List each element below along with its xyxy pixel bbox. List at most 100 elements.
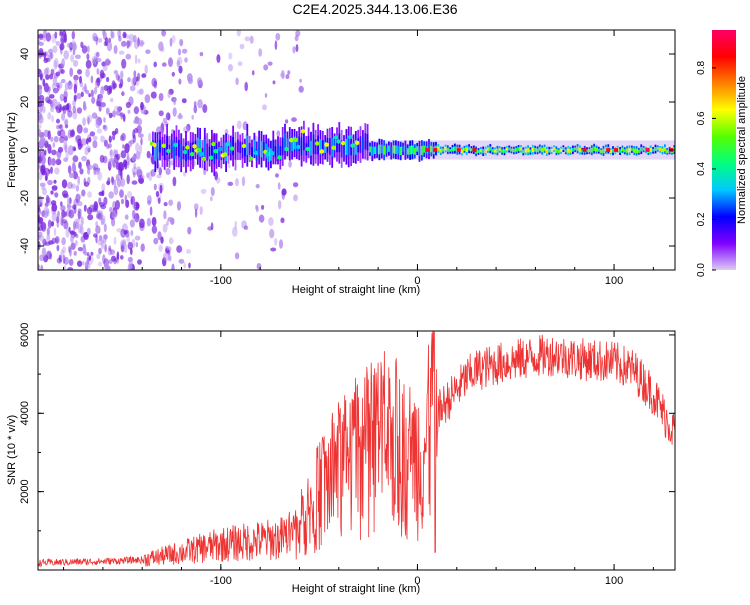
tone-core [501,149,503,153]
noise-cell [54,236,60,244]
noise-cell [129,85,136,92]
tone-blob [331,145,336,150]
noise-cell [71,30,76,40]
noise-cell [104,58,111,67]
noise-cell [146,172,150,179]
noise-cell [105,107,110,115]
noise-cell [54,167,60,175]
noise-cell [76,107,83,114]
noise-cell [38,88,43,96]
tone-core [628,148,631,153]
noise-cell [77,69,82,75]
noise-cell [47,144,52,154]
noise-cell [86,207,93,215]
noise-cell [126,174,130,185]
snr-plot-area [38,331,675,568]
noise-cell [50,190,54,195]
tone-core [199,139,201,157]
noise-cell [176,60,180,68]
noise-cell [98,105,102,112]
noise-cell [71,42,77,52]
noise-cell [210,187,215,197]
tone-core [409,145,411,155]
noise-cell [137,259,142,265]
snr-y-label: SNR (10 * v/v) [6,415,18,485]
noise-cell [64,124,69,129]
tone-core [262,142,265,154]
tone-core [541,147,544,153]
tone-core [312,134,315,154]
noise-cell [202,104,208,113]
tone-core [562,147,565,151]
noise-cell [288,160,292,168]
tone-core [590,148,593,153]
noise-cell [153,237,159,245]
tone-core [187,148,190,160]
tone-core [288,136,291,152]
noise-cell [77,260,83,267]
noise-cell [115,110,122,116]
noise-cell [163,202,168,207]
noise-cell [228,52,233,60]
noise-cell [81,189,86,197]
noise-cell [67,145,74,156]
noise-cell [51,158,56,166]
noise-cell [48,157,53,166]
noise-cell [120,70,124,79]
tone-core [600,150,603,153]
tone-blob [277,155,282,160]
noise-cell [88,255,92,261]
noise-cell [125,53,132,60]
noise-cell [236,120,242,130]
tone-core [307,135,310,150]
tone-core [508,147,511,151]
noise-cell [186,249,191,254]
noise-cell [113,45,118,54]
noise-cell [186,73,193,82]
tone-core [503,149,506,153]
noise-cell [112,200,116,211]
tone-core [437,146,440,151]
noise-cell [120,112,124,120]
noise-cell [158,93,164,101]
tone-core [397,146,400,155]
noise-cell [183,171,186,177]
tone-core [392,145,395,154]
noise-cell [92,136,98,141]
noise-cell [60,78,66,84]
tone-core [208,146,211,159]
noise-cell [243,225,249,231]
colorbar-tick-label: 0.6 [696,111,707,125]
noise-cell [38,41,44,47]
noise-cell [121,91,125,97]
noise-cell [157,197,161,204]
noise-cell [108,112,113,119]
noise-cell [111,31,115,39]
noise-cell [77,138,82,147]
noise-cell [47,219,52,229]
noise-cell [173,97,177,106]
noise-cell [111,80,116,90]
noise-cell [112,110,116,118]
noise-cell [86,252,90,257]
noise-cell [100,210,104,220]
noise-cell [108,135,112,143]
tone-core [446,147,449,152]
tone-blob [211,141,216,147]
y-tick-label: 20 [19,96,31,108]
noise-cell [77,201,83,207]
noise-cell [96,253,101,260]
noise-cell [98,261,103,267]
noise-cell [95,100,101,107]
noise-cell [73,250,77,256]
noise-cell [68,258,74,266]
tone-core [517,147,520,151]
noise-cell [55,158,62,166]
noise-cell [80,138,87,146]
tone-core [484,149,487,153]
tone-blob [300,129,306,134]
noise-cell [128,33,135,44]
noise-cell [65,150,69,161]
tone-core [480,149,482,153]
noise-cell [61,237,66,246]
